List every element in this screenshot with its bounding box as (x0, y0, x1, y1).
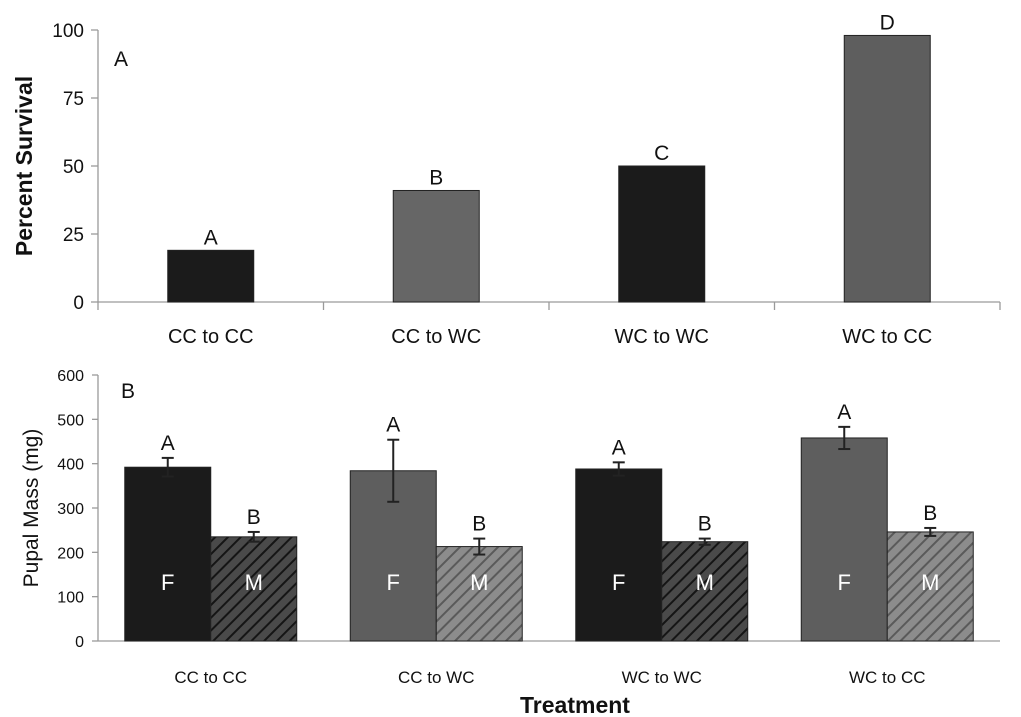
panel-b-female-bar-label: F (838, 570, 851, 595)
panel-a-y-axis-title: Percent Survival (11, 76, 37, 256)
panel-b-y-axis-title: Pupal Mass (mg) (20, 429, 43, 588)
panel-b-significance-letter: A (386, 414, 400, 437)
panel-b-female-bar-label: F (161, 570, 174, 595)
panel-b-significance-letter: B (247, 506, 261, 529)
panel-b-x-tick-label: WC to CC (849, 668, 926, 687)
panel-b-x-tick-label: WC to WC (622, 668, 702, 687)
x-axis-title: Treatment (520, 692, 630, 717)
panel-b-bars: A F B M A F B M A F B M A F B M (124, 401, 974, 642)
panel-a-significance-letter: B (429, 166, 443, 189)
panel-b-significance-letter: A (612, 436, 626, 459)
panel-a-x-tick-label: CC to CC (168, 326, 254, 348)
panel-a-y-tick-label: 50 (63, 157, 84, 178)
panel-b-x-tick-label: CC to CC (174, 668, 247, 687)
panel-b-y-tick-label: 0 (75, 634, 84, 651)
panel-b-y-tick-label: 200 (57, 545, 84, 562)
panel-b-significance-letter: A (837, 401, 851, 424)
panel-a-bar (167, 249, 255, 303)
panel-b-female-bar-label: F (387, 570, 400, 595)
panel-b-x-tick-labels: CC to CC CC to WC WC to WC WC to CC (174, 668, 925, 687)
panel-a-y-tick-label: 0 (73, 293, 84, 314)
panel-b-female-bar-label: F (612, 570, 625, 595)
panel-a-label: A (114, 48, 128, 71)
panel-b-pupal-mass-chart: B Pupal Mass (mg) 0 100 200 300 400 500 600 A F… (20, 368, 1000, 687)
panel-b-y-tick-label: 600 (57, 368, 84, 385)
panel-a-survival-chart: A Percent Survival 0 25 50 75 100 A B C D CC to… (11, 11, 1001, 348)
panel-b-significance-letter: B (472, 513, 486, 536)
panel-b-male-bar-label: M (245, 570, 263, 595)
panel-b-female-bar (124, 466, 212, 642)
panel-b-x-tick-label: CC to WC (398, 668, 475, 687)
panel-a-x-tick-labels: CC to CC CC to WC WC to WC WC to CC (168, 326, 932, 348)
panel-b-y-tick-label: 500 (57, 412, 84, 429)
panel-a-bar (843, 34, 931, 303)
panel-b-significance-letter: B (698, 513, 712, 536)
panel-b-male-bar (886, 531, 974, 642)
panel-a-significance-letter: A (204, 226, 218, 249)
panel-a-significance-letter: C (654, 142, 669, 165)
panel-b-male-bar (210, 536, 298, 642)
panel-b-y-tick-label: 400 (57, 457, 84, 474)
panel-a-x-tick-label: WC to CC (842, 326, 932, 348)
panel-b-significance-letter: A (161, 432, 175, 455)
panel-a-y-tick-label: 25 (63, 225, 84, 246)
panel-a-y-tick-label: 100 (52, 21, 84, 42)
panel-b-label: B (121, 380, 135, 403)
panel-b-female-bar (800, 437, 888, 642)
panel-b-male-bar-label: M (696, 570, 714, 595)
panel-a-bars: A B C D (167, 11, 931, 303)
panel-b-y-tick-label: 300 (57, 501, 84, 518)
panel-a-x-tick-label: WC to WC (615, 326, 709, 348)
panel-b-y-tick-label: 100 (57, 590, 84, 607)
panel-b-male-bar-label: M (470, 570, 488, 595)
panel-b-male-bar (435, 546, 523, 642)
panel-a-y-tick-label: 75 (63, 89, 84, 110)
panel-a-bar (618, 165, 706, 303)
panel-a-significance-letter: D (880, 11, 895, 34)
panel-a-x-tick-label: CC to WC (391, 326, 481, 348)
panel-b-male-bar-label: M (921, 570, 939, 595)
panel-a-bar (392, 189, 480, 303)
panel-b-significance-letter: B (923, 502, 937, 525)
panel-b-female-bar (575, 468, 663, 642)
